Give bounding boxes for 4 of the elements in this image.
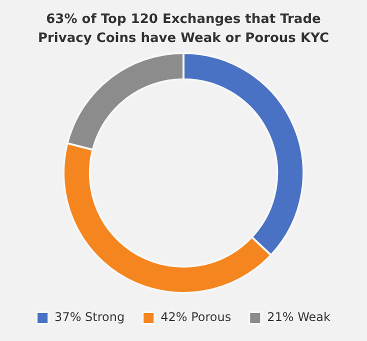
legend-label: 42% Porous [160, 310, 232, 324]
legend-label: 21% Weak [267, 310, 330, 324]
chart-title: 63% of Top 120 Exchanges that Trade Privacy Coins have Weak or Porous KYC [36, 11, 330, 48]
legend-label: 37% Strong [54, 310, 125, 324]
